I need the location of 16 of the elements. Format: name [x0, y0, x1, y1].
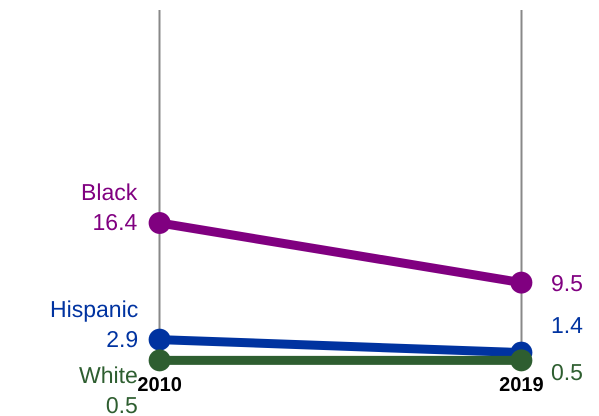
series-label: Hispanic [50, 296, 138, 322]
data-label: 16.4 [92, 208, 138, 235]
data-label: 0.5 [551, 359, 583, 385]
data-label: 1.4 [551, 312, 584, 338]
x-tick-label: 2010 [137, 374, 182, 396]
data-label: 9.5 [551, 270, 583, 296]
point [510, 349, 532, 372]
point [148, 349, 171, 372]
data-label: 0.5 [106, 392, 138, 416]
point [148, 328, 171, 351]
point [510, 272, 532, 294]
x-tick-label: 2019 [499, 374, 544, 396]
point [148, 212, 171, 234]
series-label: Black [81, 179, 138, 205]
data-label: 2.9 [106, 326, 138, 352]
series-label: White [79, 362, 138, 388]
